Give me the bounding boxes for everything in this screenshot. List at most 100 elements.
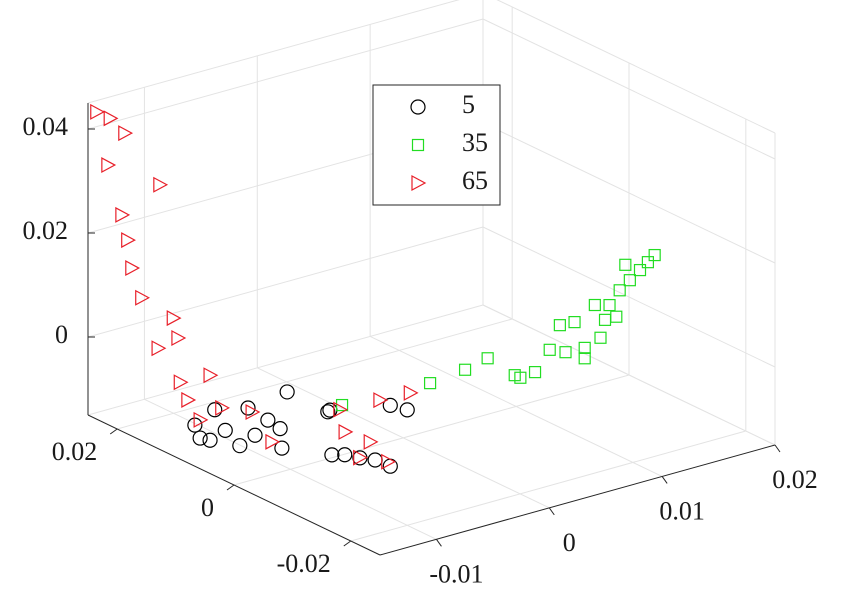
marker-square [578, 352, 591, 365]
y-tick [226, 484, 235, 491]
legend-box [372, 84, 501, 206]
marker-triangle [181, 391, 197, 408]
grid-line [117, 318, 513, 430]
marker-triangle [153, 176, 169, 193]
axis-layer: -0.01 0 0.01 0.02 -0.02 0 0.02 0 0.02 0.04 [23, 103, 818, 588]
marker-circle [260, 412, 276, 428]
marker-circle [337, 447, 353, 463]
y-tick-label: -0.02 [277, 549, 331, 578]
marker-triangle [381, 453, 397, 470]
marker-circle [187, 417, 203, 433]
marker-triangle [118, 125, 134, 142]
box-edge [87, 304, 484, 416]
marker-triangle [121, 232, 136, 249]
y-tick [343, 540, 352, 547]
marker-square [610, 310, 623, 323]
marker-square [641, 256, 655, 269]
marker-square [559, 346, 572, 359]
z-tick-label: 0 [55, 320, 68, 349]
marker-square [578, 341, 591, 354]
x-tick-label: 0.01 [659, 496, 705, 525]
marker-triangle [193, 411, 209, 428]
grid-line [87, 226, 484, 338]
marker-triangle [215, 399, 231, 416]
legend-label: 65 [462, 166, 488, 195]
marker-circle [367, 452, 383, 468]
legend-label: 5 [462, 90, 475, 119]
legend: 5 35 65 [372, 84, 501, 206]
marker-triangle [333, 401, 349, 418]
x-tick [661, 476, 668, 484]
marker-square [598, 313, 612, 326]
x-tick-label: -0.01 [429, 559, 483, 588]
y-tick [109, 428, 118, 435]
x-axis [379, 444, 776, 556]
grid-line [233, 374, 630, 486]
marker-triangle [353, 449, 368, 466]
marker-circle [240, 400, 256, 416]
marker-circle [192, 430, 208, 446]
marker-square [481, 352, 494, 365]
marker-triangle [403, 384, 419, 401]
marker-circle [320, 404, 336, 420]
marker-circle [217, 422, 233, 438]
z-tick-label: 0.02 [23, 216, 69, 245]
marker-circle [207, 402, 223, 418]
mark-layer [90, 103, 661, 474]
marker-square [528, 366, 542, 379]
marker-circle [232, 438, 248, 454]
x-tick [548, 507, 555, 516]
marker-triangle [115, 206, 131, 223]
marker-square [411, 138, 425, 152]
marker-circle [352, 450, 368, 466]
marker-triangle [338, 423, 354, 440]
grid-line [482, 18, 776, 160]
marker-circle [279, 384, 295, 400]
marker-triangle [173, 374, 189, 391]
marker-square [623, 274, 636, 287]
marker-circle [247, 427, 263, 443]
marker-square [594, 331, 607, 344]
marker-circle [399, 402, 415, 418]
z-tick-label: 0.04 [23, 112, 69, 141]
marker-triangle [203, 367, 219, 384]
grid-line [482, 122, 776, 264]
marker-square [553, 319, 566, 332]
marker-triangle [245, 404, 261, 421]
grid-line [350, 430, 746, 542]
marker-triangle [265, 433, 281, 450]
x-tick-label: 0.02 [772, 465, 818, 494]
box-edge [87, 0, 460, 104]
marker-triangle [373, 392, 389, 409]
marker-square [633, 263, 647, 277]
marker-circle [202, 432, 218, 448]
marker-triangle [125, 260, 141, 277]
marker-square [619, 258, 632, 271]
grid-line [482, 226, 776, 368]
marker-square [568, 316, 581, 329]
marker-triangle [90, 103, 106, 120]
marker-circle [274, 440, 290, 456]
marker-square [514, 371, 527, 384]
marker-triangle [101, 157, 117, 174]
marker-triangle [151, 340, 167, 357]
marker-square [423, 377, 437, 390]
grid-layer [87, 0, 776, 542]
marker-circle [272, 421, 288, 437]
marker-square [335, 398, 349, 412]
marker-triangle [363, 433, 379, 450]
marker-square [603, 298, 616, 312]
y-tick-label: 0 [201, 493, 214, 522]
marker-triangle [103, 110, 119, 127]
marker-circle [324, 447, 340, 463]
marker-circle [410, 99, 426, 115]
x-tick [436, 538, 442, 547]
grid-line [87, 18, 484, 130]
x-tick-label: 0 [563, 528, 576, 557]
x-tick [774, 444, 781, 453]
marker-square [613, 284, 626, 297]
marker-triangle [171, 329, 187, 347]
marker-triangle [411, 174, 427, 192]
marker-circle [382, 397, 398, 413]
